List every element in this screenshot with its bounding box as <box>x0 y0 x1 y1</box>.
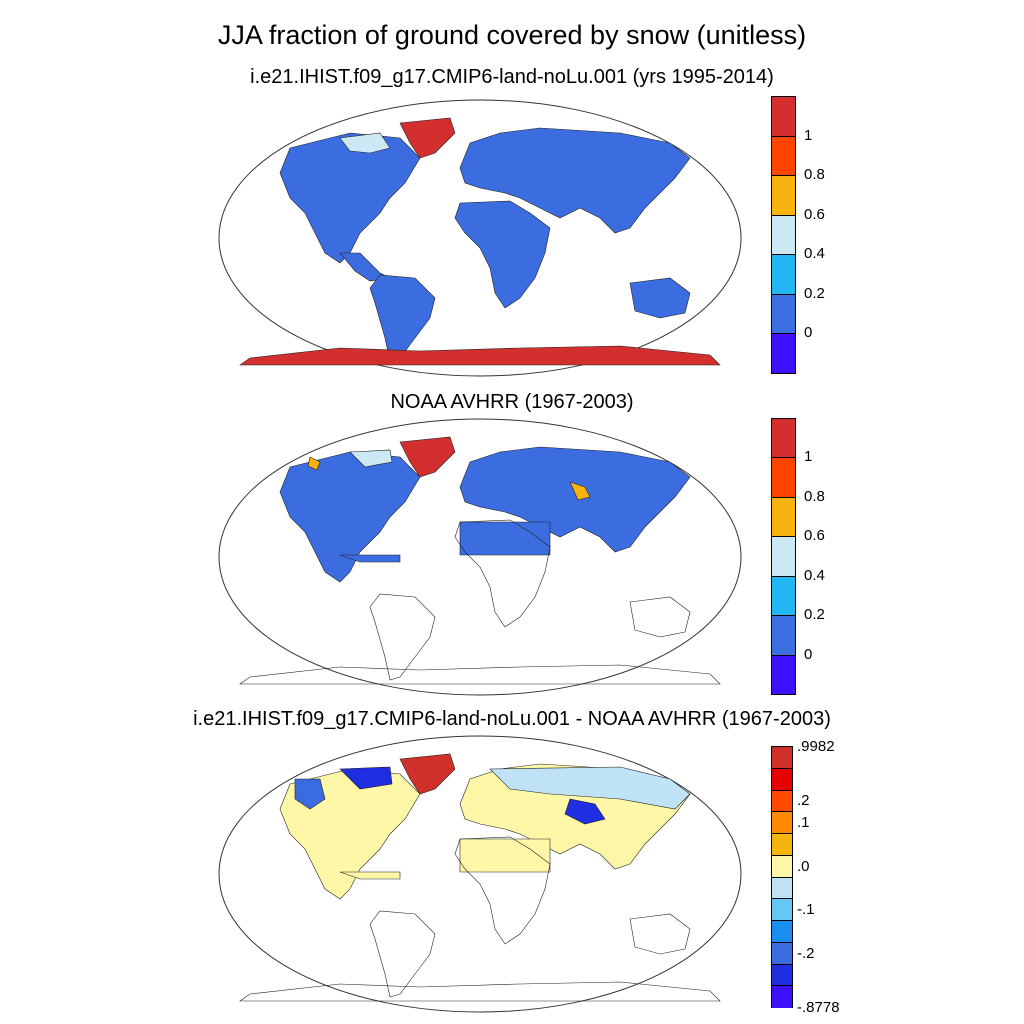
map-panel-diff <box>218 735 742 1013</box>
colorbar-tick-label: 0.8 <box>804 487 825 505</box>
colorbar-swatch <box>772 811 792 834</box>
colorbar-tick-label: -.1 <box>797 901 815 919</box>
colorbar-swatch <box>772 746 792 769</box>
colorbar-swatch <box>772 496 795 537</box>
panel-3-title: i.e21.IHIST.f09_g17.CMIP6-land-noLu.001 … <box>193 708 831 730</box>
colorbar-tick-label: 0 <box>804 645 813 663</box>
colorbar-swatch <box>772 767 792 790</box>
colorbar-tick-label: .1 <box>797 814 810 832</box>
colorbar-swatch <box>772 457 795 498</box>
colorbar-swatch <box>772 175 795 216</box>
colorbar-tick-label: 0.6 <box>804 527 825 545</box>
colorbar-tick-label: 0 <box>804 324 813 342</box>
colorbar-swatch <box>772 876 792 899</box>
colorbar-swatch <box>772 963 792 986</box>
map-panel-obs <box>218 418 742 696</box>
colorbar-tick-label: .0 <box>797 857 810 875</box>
colorbar-tick-label: 0.2 <box>804 606 825 624</box>
colorbar-swatch <box>772 854 792 877</box>
colorbar-swatch <box>772 536 795 577</box>
colorbar-swatch <box>772 254 795 295</box>
colorbar-model <box>771 96 796 374</box>
colorbar-swatch <box>772 654 795 695</box>
colorbar-tick-label: 1 <box>804 448 813 466</box>
colorbar-tick-label: .2 <box>797 792 810 810</box>
colorbar-swatch <box>772 833 792 856</box>
colorbar-swatch <box>772 333 795 374</box>
colorbar-swatch <box>772 615 795 656</box>
colorbar-swatch <box>772 575 795 616</box>
panel-1-title: i.e21.IHIST.f09_g17.CMIP6-land-noLu.001 … <box>250 66 774 88</box>
colorbar-swatch <box>772 293 795 334</box>
colorbar-diff <box>771 746 793 1008</box>
colorbar-tick-label: 1 <box>804 126 813 144</box>
colorbar-tick-label: 0.6 <box>804 205 825 223</box>
colorbar-swatch <box>772 96 795 137</box>
colorbar-swatch <box>772 418 795 458</box>
colorbar-tick-label: 0.4 <box>804 245 825 263</box>
colorbar-tick-label: -.8778 <box>797 999 840 1016</box>
colorbar-swatch <box>772 898 792 921</box>
colorbar-tick-label: 0.8 <box>804 166 825 184</box>
land-fill-3 <box>239 753 721 1002</box>
panel-2-title: NOAA AVHRR (1967-2003) <box>390 391 634 413</box>
colorbar-swatch <box>772 985 792 1008</box>
colorbar-swatch <box>772 941 792 964</box>
colorbar-tick-label: 0.4 <box>804 566 825 584</box>
colorbar-swatch <box>772 789 792 812</box>
colorbar-tick-label: -.2 <box>797 944 815 962</box>
colorbar-swatch <box>772 920 792 943</box>
map-panel-model <box>218 99 742 377</box>
figure-title: JJA fraction of ground covered by snow (… <box>217 20 807 50</box>
land-fill-2 <box>239 436 721 685</box>
colorbar-obs <box>771 418 796 695</box>
colorbar-swatch <box>772 214 795 255</box>
colorbar-tick-label: .9982 <box>797 738 835 755</box>
land-fill-1 <box>239 117 721 366</box>
colorbar-tick-label: 0.2 <box>804 284 825 302</box>
colorbar-swatch <box>772 135 795 176</box>
